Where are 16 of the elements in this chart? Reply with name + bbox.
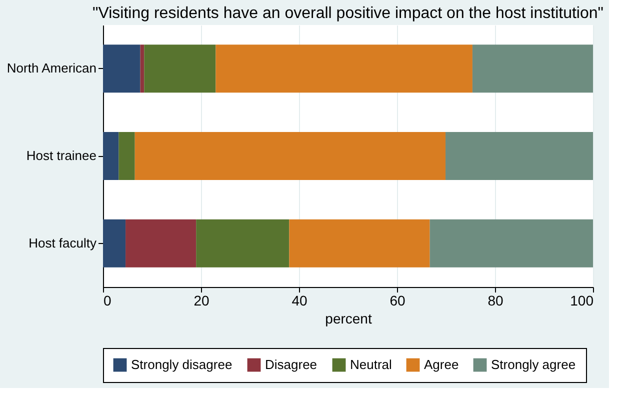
y-tick-label: Host trainee xyxy=(26,148,96,163)
legend-label: Strongly disagree xyxy=(131,357,232,372)
x-axis-title: percent xyxy=(325,310,372,326)
x-tick-label: 0 xyxy=(104,292,112,308)
legend-label: Neutral xyxy=(350,357,392,372)
legend-label: Strongly agree xyxy=(491,357,576,372)
x-tick-label: 80 xyxy=(488,292,504,308)
y-tick-label: North American xyxy=(6,60,96,76)
legend-label: Disagree xyxy=(265,357,318,372)
chart-title: "Visiting residents have an overall positive impact on the host institution" xyxy=(92,5,604,22)
x-tick-label: 20 xyxy=(194,292,210,308)
legend-label: Agree xyxy=(424,357,459,372)
y-tick-label: Host faculty xyxy=(28,235,97,250)
x-tick-label: 60 xyxy=(390,292,406,308)
x-tick-label: 40 xyxy=(292,292,308,308)
x-tick-label: 100 xyxy=(570,292,594,308)
